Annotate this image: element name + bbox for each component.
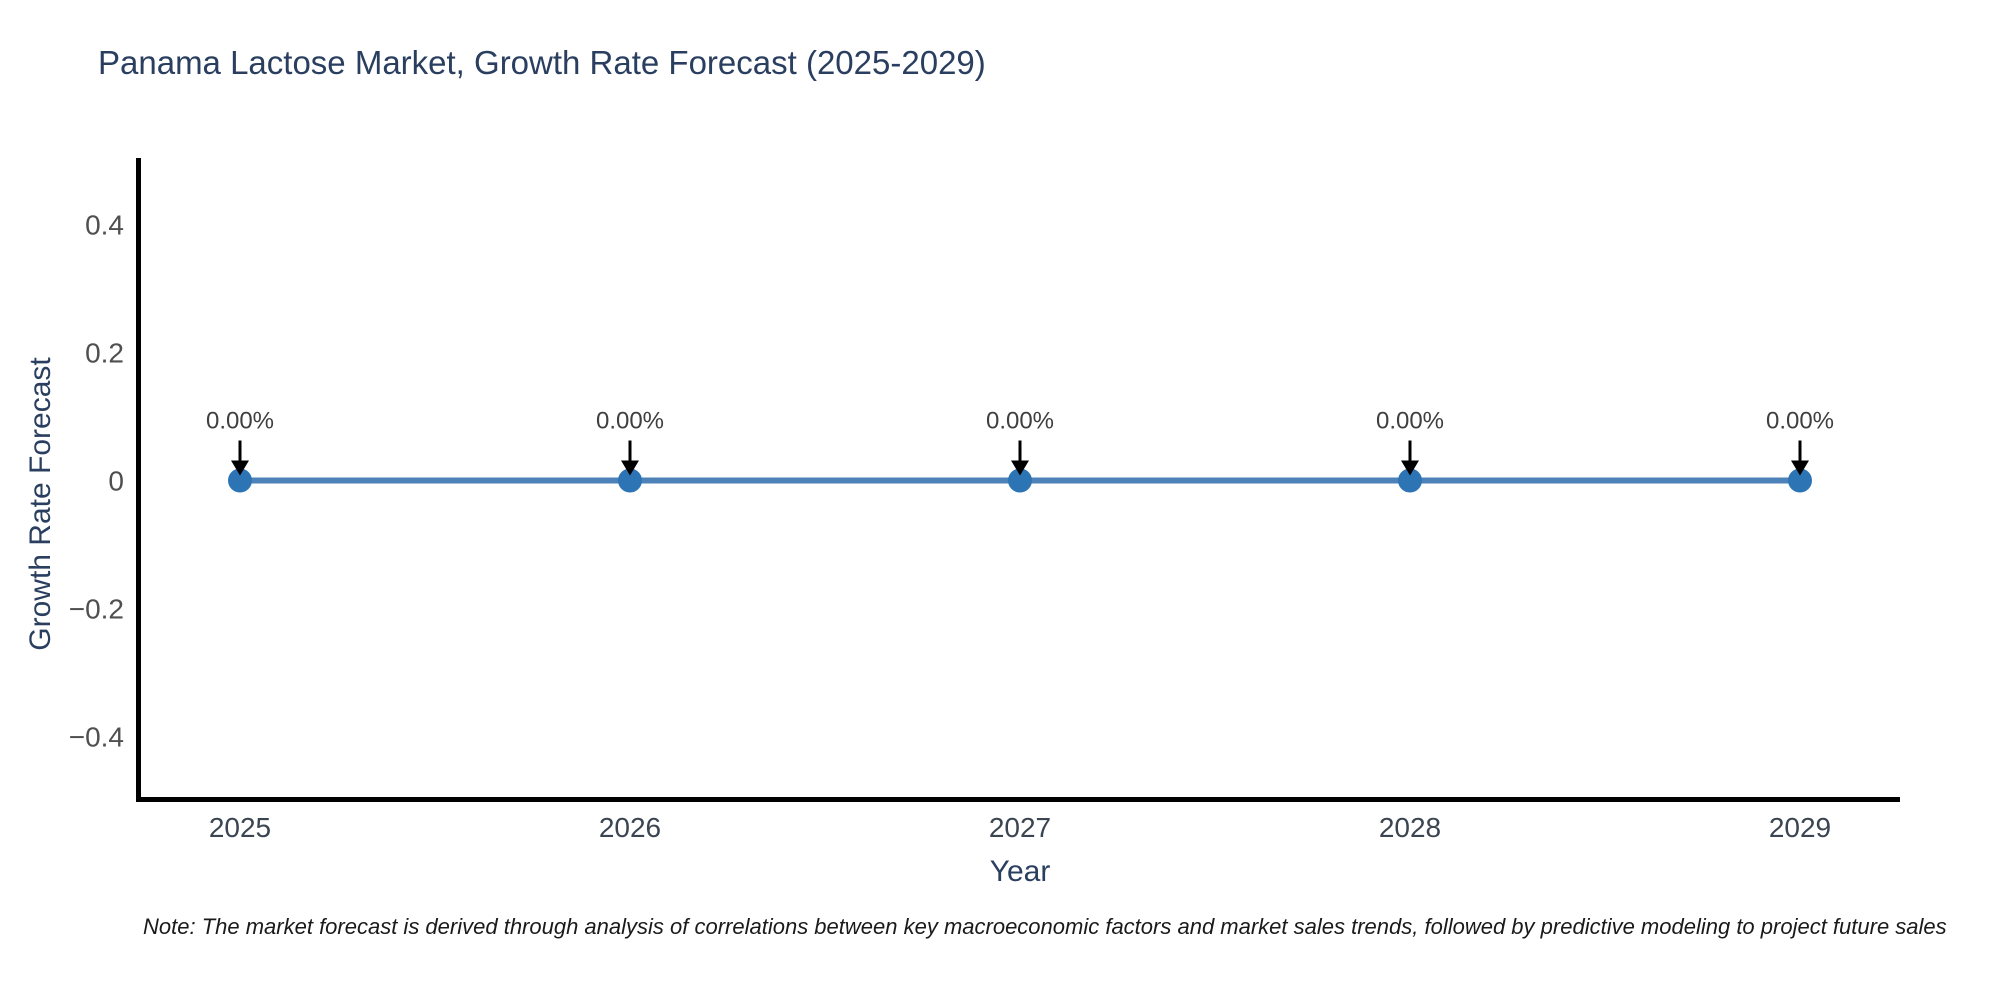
y-tick-label-−0.4: −0.4 [69, 722, 124, 753]
x-axis-line [136, 797, 1900, 802]
y-tick-label-−0.2: −0.2 [69, 594, 124, 625]
data-point-2029 [1788, 468, 1812, 493]
x-tick-label-2025: 2025 [209, 812, 271, 843]
data-point-2027 [1008, 468, 1032, 493]
annotation-arrowhead-2026 [621, 460, 639, 476]
x-tick-label-2027: 2027 [989, 812, 1051, 843]
annotation-arrowhead-2027 [1011, 460, 1029, 476]
y-tick-label-0: 0 [108, 466, 124, 497]
x-tick-label-2026: 2026 [599, 812, 661, 843]
annotation-label-2028: 0.00% [1376, 408, 1444, 435]
footnote: Note: The market forecast is derived thr… [143, 914, 1947, 939]
y-tick-label-0.2: 0.2 [85, 338, 124, 369]
y-tick-label-0.4: 0.4 [85, 210, 124, 241]
annotation-arrowhead-2029 [1791, 460, 1809, 476]
annotation-label-2025: 0.00% [206, 408, 274, 435]
x-tick-label-2028: 2028 [1379, 812, 1441, 843]
y-axis-line [136, 158, 141, 802]
annotation-arrowhead-2028 [1401, 460, 1419, 476]
chart-title: Panama Lactose Market, Growth Rate Forec… [98, 44, 986, 81]
data-point-2025 [228, 468, 252, 493]
x-tick-label-2029: 2029 [1769, 812, 1831, 843]
annotation-label-2027: 0.00% [986, 408, 1054, 435]
annotation-arrowhead-2025 [231, 460, 249, 476]
data-point-2028 [1398, 468, 1422, 493]
data-point-2026 [618, 468, 642, 493]
x-axis-title: Year [989, 855, 1051, 888]
annotation-label-2026: 0.00% [596, 408, 664, 435]
annotation-label-2029: 0.00% [1766, 408, 1834, 435]
